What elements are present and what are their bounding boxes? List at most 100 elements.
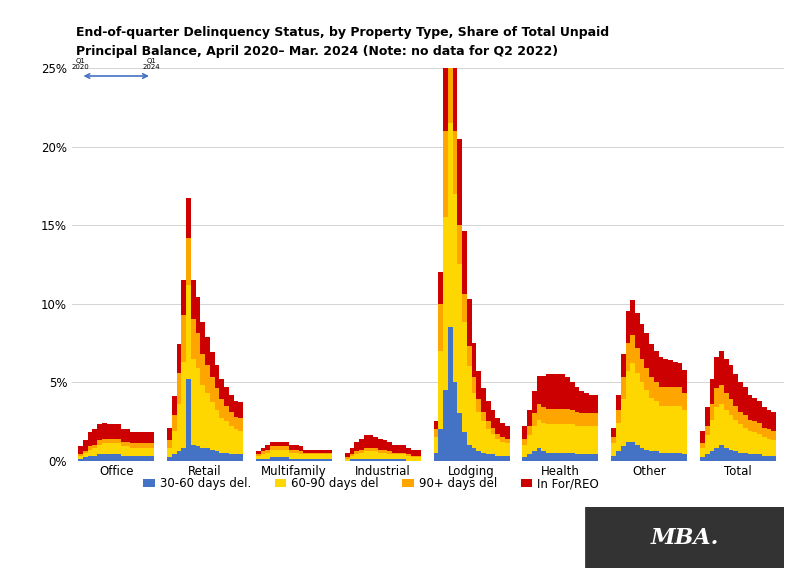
Bar bbox=[682, 454, 687, 461]
Bar bbox=[443, 390, 448, 461]
Bar bbox=[374, 437, 378, 448]
Bar bbox=[766, 438, 771, 456]
Bar bbox=[551, 409, 556, 424]
Bar bbox=[729, 399, 734, 415]
Bar bbox=[663, 406, 668, 453]
Bar bbox=[467, 299, 471, 346]
Bar bbox=[98, 445, 102, 454]
Bar bbox=[438, 350, 443, 429]
Bar bbox=[766, 456, 771, 461]
Bar bbox=[546, 374, 551, 409]
Bar bbox=[453, 382, 458, 461]
Bar bbox=[565, 409, 570, 424]
Bar bbox=[500, 456, 505, 461]
Bar bbox=[322, 459, 327, 461]
Bar bbox=[668, 360, 673, 387]
Bar bbox=[284, 442, 289, 446]
Bar bbox=[476, 451, 481, 461]
Bar bbox=[738, 453, 743, 461]
Bar bbox=[486, 454, 490, 461]
Bar bbox=[771, 431, 776, 440]
Bar bbox=[83, 451, 88, 453]
Bar bbox=[191, 358, 195, 445]
Bar bbox=[270, 449, 275, 457]
Bar bbox=[214, 410, 219, 451]
Text: Source: MBA: Source: MBA bbox=[86, 533, 143, 542]
Bar bbox=[322, 454, 327, 459]
Bar bbox=[471, 448, 476, 461]
Bar bbox=[238, 431, 243, 454]
Bar bbox=[322, 453, 327, 454]
Bar bbox=[438, 304, 443, 350]
Bar bbox=[210, 403, 214, 449]
Bar bbox=[270, 457, 275, 461]
Bar bbox=[369, 451, 374, 459]
Bar bbox=[219, 399, 224, 418]
Bar bbox=[682, 370, 687, 393]
Bar bbox=[560, 409, 565, 424]
Bar bbox=[505, 426, 510, 438]
Bar bbox=[88, 446, 93, 449]
Bar bbox=[495, 434, 500, 438]
Bar bbox=[734, 406, 738, 420]
Bar bbox=[495, 438, 500, 456]
Bar bbox=[458, 264, 462, 414]
Bar bbox=[234, 454, 238, 461]
Bar bbox=[556, 453, 560, 461]
Bar bbox=[172, 454, 177, 461]
Bar bbox=[724, 393, 729, 410]
Bar bbox=[471, 343, 476, 377]
Bar bbox=[83, 457, 88, 461]
Bar bbox=[308, 454, 313, 459]
Bar bbox=[261, 448, 266, 451]
Bar bbox=[98, 454, 102, 461]
Bar bbox=[630, 335, 635, 364]
Bar bbox=[318, 454, 322, 459]
Bar bbox=[645, 333, 650, 368]
Bar bbox=[411, 456, 416, 457]
Bar bbox=[280, 442, 284, 446]
Bar bbox=[126, 446, 130, 456]
Bar bbox=[364, 436, 369, 448]
Bar bbox=[710, 379, 714, 404]
Bar bbox=[111, 454, 116, 461]
Bar bbox=[303, 453, 308, 454]
Bar bbox=[522, 457, 527, 461]
Bar bbox=[322, 449, 327, 453]
Bar bbox=[210, 352, 214, 377]
Bar bbox=[416, 449, 421, 456]
Bar bbox=[570, 424, 574, 453]
Bar bbox=[757, 401, 762, 423]
Bar bbox=[210, 449, 214, 461]
Bar bbox=[266, 445, 270, 449]
Bar bbox=[102, 438, 106, 443]
Bar bbox=[486, 429, 490, 454]
Bar bbox=[284, 457, 289, 461]
Bar bbox=[145, 432, 150, 443]
Bar bbox=[743, 387, 747, 415]
Bar bbox=[560, 374, 565, 409]
Bar bbox=[645, 368, 650, 390]
Bar bbox=[256, 451, 261, 454]
Bar bbox=[266, 459, 270, 461]
Bar bbox=[387, 442, 392, 451]
Bar bbox=[500, 442, 505, 456]
Bar bbox=[177, 373, 182, 404]
Bar bbox=[294, 459, 298, 461]
Bar bbox=[654, 382, 658, 401]
Bar bbox=[130, 443, 135, 448]
Bar bbox=[626, 311, 630, 343]
Bar bbox=[705, 426, 710, 436]
Bar bbox=[289, 453, 294, 459]
Bar bbox=[579, 426, 584, 454]
Bar bbox=[78, 456, 83, 459]
Bar bbox=[719, 404, 724, 445]
Bar bbox=[640, 448, 645, 461]
Bar bbox=[416, 456, 421, 457]
Bar bbox=[83, 440, 88, 451]
Bar bbox=[359, 449, 364, 453]
Bar bbox=[645, 390, 650, 449]
Bar bbox=[145, 456, 150, 461]
Bar bbox=[102, 443, 106, 454]
Bar bbox=[621, 399, 626, 446]
